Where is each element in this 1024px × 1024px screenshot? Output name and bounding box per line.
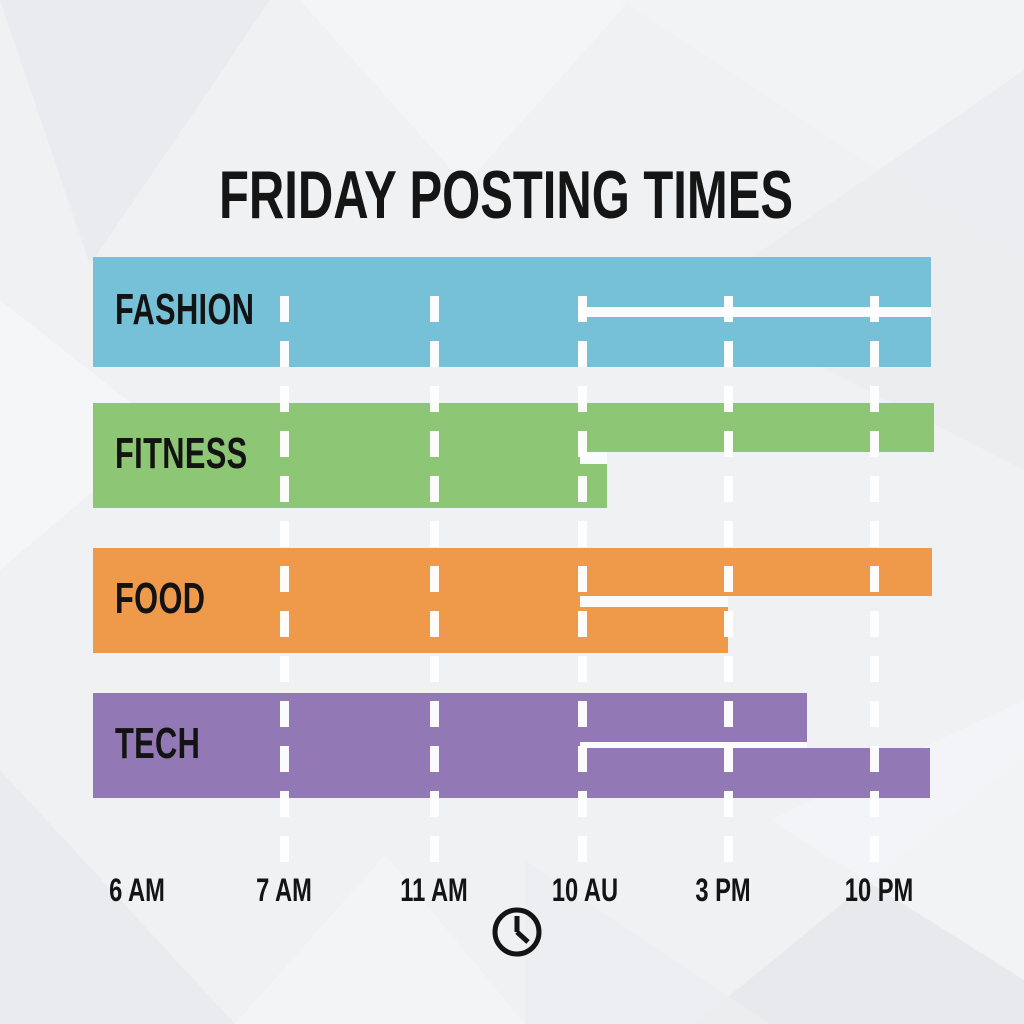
bar-segment bbox=[93, 548, 580, 653]
bar-segment bbox=[93, 257, 580, 367]
axis-label-10-au: 10 AU bbox=[551, 872, 619, 908]
bar-label-tech: TECH bbox=[115, 718, 201, 768]
bar-segment bbox=[580, 607, 728, 653]
axis-label-11-am: 11 AM bbox=[400, 872, 468, 908]
dashed-gridline bbox=[870, 296, 879, 868]
dashed-gridline bbox=[724, 296, 733, 868]
bar-label-food: FOOD bbox=[115, 573, 206, 623]
bar-slit bbox=[580, 742, 807, 748]
axis-label-7-am: 7 AM bbox=[256, 872, 312, 908]
bar-label-fitness: FITNESS bbox=[115, 428, 248, 478]
bar-segment bbox=[93, 403, 580, 508]
bar-row-fitness: FITNESS bbox=[0, 403, 1024, 508]
bar-slit bbox=[580, 596, 728, 607]
bar-slit bbox=[580, 307, 931, 317]
axis-label-6-am: 6 AM bbox=[109, 872, 165, 908]
axis-label-3-pm: 3 PM bbox=[695, 872, 751, 908]
axis-label-10-pm: 10 PM bbox=[844, 872, 914, 908]
chart-title: FRIDAY POSTING TIMES bbox=[218, 156, 794, 233]
dashed-gridline bbox=[430, 296, 439, 868]
clock-icon bbox=[492, 907, 542, 957]
bar-label-fashion: FASHION bbox=[115, 285, 255, 334]
dashed-gridline bbox=[280, 296, 289, 868]
bar-segment bbox=[580, 693, 807, 742]
dashed-gridline bbox=[578, 296, 587, 868]
bar-segment bbox=[93, 693, 580, 798]
